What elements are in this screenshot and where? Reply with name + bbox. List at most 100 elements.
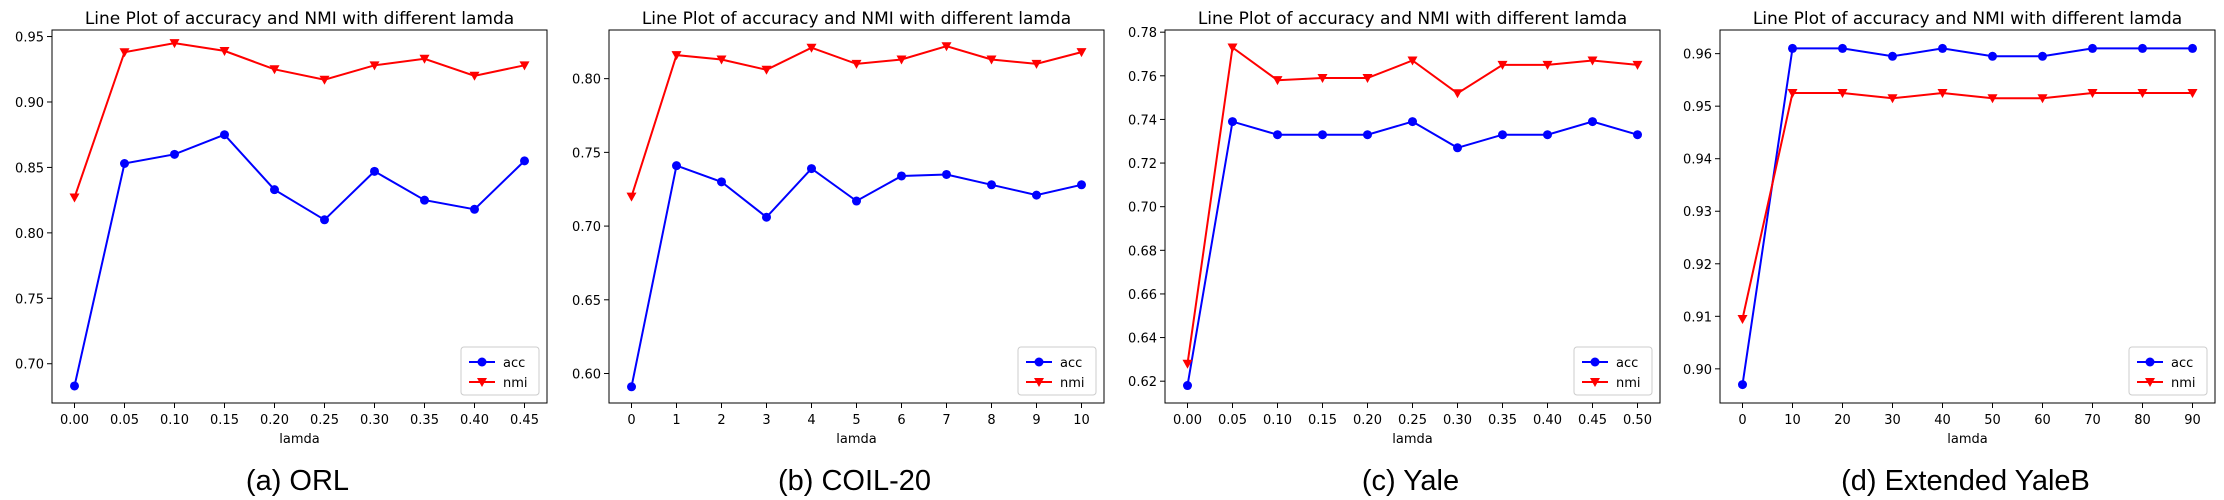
x-tick-label: 0.05: [1218, 413, 1247, 428]
data-point-nmi: [319, 75, 330, 85]
x-tick-label: 0.35: [410, 413, 439, 428]
y-tick-label: 0.60: [572, 368, 601, 383]
x-tick-label: 80: [2134, 413, 2151, 428]
data-point-acc: [852, 196, 861, 206]
x-tick-label: 3: [762, 413, 770, 428]
y-tick-label: 0.78: [1128, 26, 1157, 41]
y-tick-label: 0.64: [1128, 332, 1157, 347]
chart-title: Line Plot of accuracy and NMI with diffe…: [85, 9, 514, 29]
x-tick-label: 5: [852, 413, 860, 428]
x-tick-label: 0.40: [1533, 413, 1562, 428]
chart-panel-3: Line Plot of accuracy and NMI with diffe…: [1128, 9, 1661, 497]
data-point-acc: [987, 180, 996, 190]
chart-title: Line Plot of accuracy and NMI with diffe…: [1198, 9, 1627, 29]
x-tick-label: 0.45: [510, 413, 539, 428]
data-point-acc: [2088, 43, 2097, 53]
y-tick-label: 0.68: [1128, 244, 1157, 259]
data-point-nmi: [169, 39, 180, 49]
chart-title: Line Plot of accuracy and NMI with diffe…: [642, 9, 1071, 29]
legend-marker-acc: [2145, 357, 2155, 367]
data-point-nmi: [2037, 94, 2048, 104]
chart-panel-2: Line Plot of accuracy and NMI with diffe…: [572, 9, 1105, 497]
data-point-acc: [70, 381, 79, 391]
data-point-nmi: [1587, 56, 1598, 66]
data-point-acc: [420, 195, 429, 205]
series-line-nmi: [1186, 45, 1638, 364]
legend-marker-nmi: [1590, 378, 1600, 387]
legend-label-acc: acc: [503, 356, 525, 371]
y-tick-label: 0.66: [1128, 288, 1157, 303]
data-point-nmi: [1407, 56, 1418, 66]
legend-marker-acc: [1034, 357, 1044, 367]
x-tick-label: 0.35: [1488, 413, 1517, 428]
data-point-nmi: [519, 61, 530, 71]
x-tick-label: 0.25: [310, 413, 339, 428]
x-tick-label: 40: [1934, 413, 1951, 428]
series-line-acc: [73, 133, 526, 387]
x-tick-label: 0.30: [1443, 413, 1472, 428]
data-point-acc: [1498, 130, 1507, 140]
y-tick-label: 0.70: [15, 358, 44, 373]
data-point-nmi: [896, 55, 907, 65]
legend-marker-acc: [1590, 357, 1600, 367]
panel-caption: (a) ORL: [246, 465, 349, 497]
data-point-nmi: [269, 65, 280, 75]
data-point-acc: [1888, 51, 1897, 61]
x-tick-label: 0.15: [210, 413, 239, 428]
x-tick-label: 0.10: [160, 413, 189, 428]
data-point-acc: [1633, 130, 1642, 140]
data-point-nmi: [716, 55, 727, 65]
data-point-acc: [1838, 43, 1847, 53]
x-axis-label: lamda: [836, 432, 876, 447]
data-point-acc: [1988, 51, 1997, 61]
data-point-acc: [1318, 130, 1327, 140]
series-line-acc: [1741, 47, 2193, 385]
data-point-acc: [470, 204, 479, 214]
legend: acc nmi: [460, 346, 540, 396]
legend: acc nmi: [2128, 346, 2208, 396]
data-point-acc: [170, 149, 179, 159]
x-tick-label: 0.25: [1398, 413, 1427, 428]
data-point-nmi: [941, 42, 952, 52]
data-point-acc: [627, 382, 636, 392]
legend-marker-nmi: [1034, 378, 1044, 387]
x-tick-label: 6: [897, 413, 905, 428]
x-tick-label: 90: [2184, 413, 2201, 428]
legend: acc nmi: [1573, 346, 1653, 396]
data-point-acc: [807, 164, 816, 174]
y-tick-label: 0.85: [15, 161, 44, 176]
data-point-acc: [370, 166, 379, 176]
data-point-nmi: [1937, 89, 1948, 99]
data-point-acc: [1032, 190, 1041, 200]
y-tick-label: 0.70: [572, 220, 601, 235]
x-tick-label: 30: [1884, 413, 1901, 428]
y-tick-label: 0.76: [1128, 70, 1157, 85]
data-point-nmi: [986, 55, 997, 65]
data-point-nmi: [1031, 59, 1042, 69]
data-point-nmi: [1452, 89, 1463, 99]
data-point-nmi: [626, 192, 637, 202]
legend-label-acc: acc: [2171, 356, 2193, 371]
y-tick-label: 0.90: [1683, 363, 1712, 378]
chart-title: Line Plot of accuracy and NMI with diffe…: [1753, 9, 2182, 29]
legend-label-nmi: nmi: [503, 376, 528, 391]
data-point-nmi: [671, 51, 682, 61]
chart-panel-4: Line Plot of accuracy and NMI with diffe…: [1683, 9, 2216, 497]
data-point-acc: [1938, 43, 1947, 53]
legend-label-nmi: nmi: [2171, 376, 2196, 391]
x-tick-label: 10: [1073, 413, 1090, 428]
data-point-acc: [762, 212, 771, 222]
data-point-acc: [120, 158, 129, 168]
legend-label-nmi: nmi: [1616, 376, 1641, 391]
data-point-acc: [1588, 117, 1597, 127]
data-point-nmi: [1362, 73, 1373, 83]
data-point-acc: [1408, 117, 1417, 127]
x-tick-label: 9: [1032, 413, 1040, 428]
y-tick-label: 0.92: [1683, 258, 1712, 273]
data-point-nmi: [419, 54, 430, 64]
y-tick-label: 0.80: [572, 73, 601, 88]
x-tick-label: 1: [672, 413, 680, 428]
y-tick-label: 0.93: [1683, 205, 1712, 220]
